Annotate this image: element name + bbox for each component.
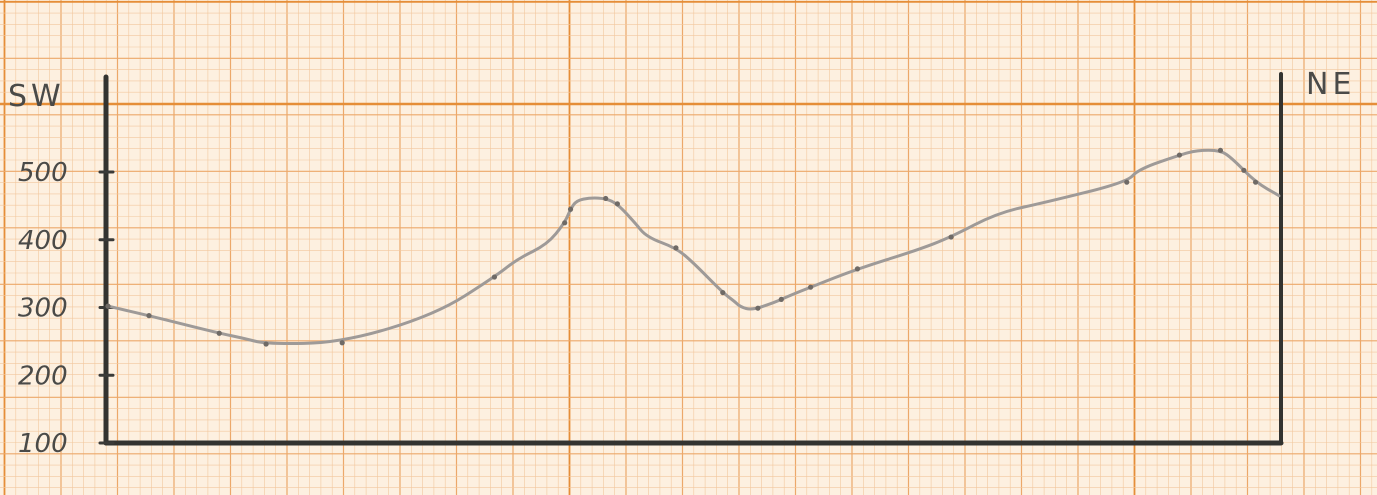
profile-point bbox=[339, 340, 345, 346]
profile-point bbox=[263, 341, 269, 347]
y-tick-label: 100 bbox=[18, 429, 68, 459]
y-tick-label: 400 bbox=[18, 226, 68, 256]
profile-point bbox=[778, 296, 784, 302]
profile-point bbox=[1176, 152, 1183, 158]
profile-point bbox=[562, 220, 568, 226]
profile-point bbox=[720, 289, 726, 296]
profile-point bbox=[216, 330, 222, 336]
profile-point bbox=[491, 274, 498, 280]
y-tick-label: 300 bbox=[18, 294, 68, 324]
profile-point bbox=[854, 266, 861, 272]
profile-point bbox=[567, 206, 574, 212]
profile-markers bbox=[105, 147, 1259, 347]
profile-point bbox=[673, 245, 679, 251]
profile-point bbox=[603, 195, 609, 202]
profile-point bbox=[808, 284, 814, 290]
profile-point bbox=[1252, 179, 1259, 185]
profile-point bbox=[1124, 179, 1130, 185]
direction-label-sw: SW bbox=[8, 79, 65, 114]
profile-point bbox=[146, 313, 152, 319]
y-axis-ticks: 100 200 300 400 500 bbox=[18, 158, 115, 459]
profile-point bbox=[1241, 167, 1247, 173]
direction-label-ne: NE bbox=[1306, 67, 1355, 102]
profile-point bbox=[105, 303, 111, 309]
profile-line bbox=[106, 148, 1281, 346]
profile-point bbox=[755, 305, 761, 311]
y-tick-label: 500 bbox=[18, 158, 68, 188]
y-tick-label: 200 bbox=[18, 361, 68, 391]
profile-point bbox=[614, 201, 620, 207]
profile-point bbox=[948, 234, 954, 240]
profile-point bbox=[1217, 147, 1224, 153]
